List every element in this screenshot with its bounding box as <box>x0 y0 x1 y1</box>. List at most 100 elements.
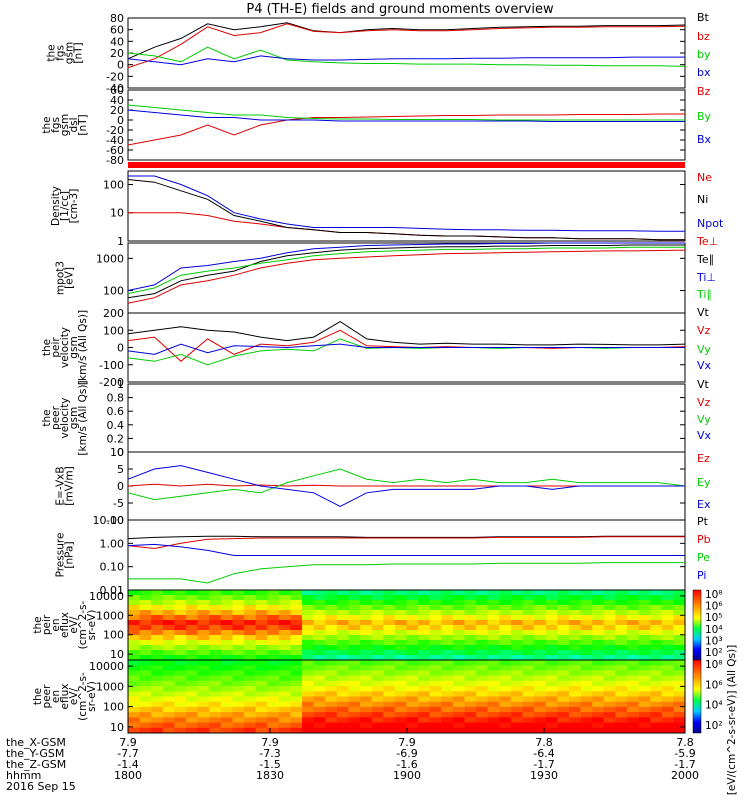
heatmap-cell <box>244 625 257 631</box>
x-tick-label: 7.8 <box>535 736 553 749</box>
y-tick-label: 0.8 <box>107 392 125 405</box>
heatmap-cell <box>336 670 349 677</box>
heatmap-cell <box>244 650 257 656</box>
heatmap-cell <box>580 701 593 708</box>
heatmap-cell <box>174 686 187 692</box>
heatmap-cell <box>661 645 674 651</box>
heatmap-cell <box>615 660 628 666</box>
heatmap-cell <box>487 691 500 697</box>
y-tick-label: 60 <box>110 84 124 97</box>
heatmap-cell <box>267 605 280 611</box>
heatmap-cell <box>673 717 686 724</box>
heatmap-cell <box>383 665 396 671</box>
heatmap-cell <box>383 645 396 651</box>
heatmap-cell <box>313 640 326 646</box>
heatmap-cell <box>220 680 233 687</box>
heatmap-cell <box>499 605 512 611</box>
heatmap-cell <box>360 630 373 636</box>
heatmap-cell <box>162 727 175 734</box>
heatmap-cell <box>394 665 407 671</box>
heatmap-cell <box>383 691 396 697</box>
heatmap-cell <box>139 675 152 682</box>
heatmap-cell <box>162 712 175 718</box>
heatmap-cell <box>267 717 280 724</box>
heatmap-cell <box>418 605 431 611</box>
heatmap-cell <box>580 680 593 687</box>
heatmap-cell <box>464 712 477 718</box>
heatmap-cell <box>534 620 547 626</box>
y-axis-label: Pressure[nPa] <box>55 533 76 578</box>
heatmap-cell <box>371 670 384 677</box>
heatmap-cell <box>545 635 558 641</box>
heatmap-cell <box>162 595 175 601</box>
heatmap-cell <box>464 670 477 677</box>
heatmap-cell <box>371 691 384 697</box>
series-line-Npot <box>128 175 685 232</box>
heatmap-cell <box>371 635 384 641</box>
heatmap-cell <box>638 640 651 646</box>
legend-Vt: Vt <box>697 306 710 319</box>
series-line-Bz <box>127 113 685 146</box>
heatmap-cell <box>197 706 210 713</box>
legend-Ti⊥: Ti⊥ <box>696 271 716 284</box>
heatmap-cell <box>452 696 466 703</box>
heatmap-cell <box>383 722 396 729</box>
heatmap-cell <box>336 722 349 729</box>
heatmap-cell <box>220 696 233 703</box>
heatmap-cell <box>452 590 466 596</box>
heatmap-cell <box>174 615 187 621</box>
y-tick-label: 10 <box>110 648 124 661</box>
heatmap-cell <box>360 670 373 677</box>
heatmap-cell <box>429 595 442 601</box>
heatmap-cell <box>244 615 257 621</box>
heatmap-cell <box>278 645 291 651</box>
heatmap-cell <box>418 630 431 636</box>
heatmap-cell <box>232 655 245 661</box>
heatmap-cell <box>197 712 210 718</box>
heatmap-cell <box>557 650 570 656</box>
heatmap-cell <box>673 712 686 718</box>
heatmap-cell <box>220 665 233 671</box>
heatmap-cell <box>360 706 373 713</box>
heatmap-cell <box>592 722 605 729</box>
heatmap-cell <box>348 615 361 621</box>
figure-title: P4 (TH-E) fields and ground moments over… <box>246 2 554 17</box>
legend-Ex: Ex <box>697 498 711 511</box>
heatmap-cell <box>534 630 547 636</box>
heatmap-cell <box>418 610 431 616</box>
heatmap-cell <box>151 691 164 697</box>
heatmap-cell <box>394 635 407 641</box>
y-tick-label: 10 <box>110 446 124 459</box>
heatmap-cell <box>499 630 512 636</box>
heatmap-cell <box>592 660 605 666</box>
heatmap-cell <box>510 691 524 697</box>
heatmap-cell <box>545 595 558 601</box>
heatmap-cell <box>162 706 175 713</box>
y-tick-label: 0.10 <box>100 561 125 574</box>
heatmap-cell <box>162 722 175 729</box>
heatmap-cell <box>429 630 442 636</box>
heatmap-cell <box>151 605 164 611</box>
heatmap-cell <box>441 600 454 606</box>
heatmap-cell <box>302 610 315 616</box>
heatmap-cell <box>603 640 616 646</box>
y-tick-label: 100 <box>103 629 124 642</box>
heatmap-cell <box>255 605 268 611</box>
legend-Vz: Vz <box>697 396 711 409</box>
heatmap-cell <box>464 635 477 641</box>
x-tick-label: -1.4 <box>117 758 138 771</box>
heatmap-cell <box>174 701 187 708</box>
heatmap-cell <box>290 600 303 606</box>
heatmap-cell <box>452 635 466 641</box>
y-tick-label: 0.01 <box>100 584 125 597</box>
heatmap-cell <box>371 686 384 692</box>
heatmap-cell <box>394 615 407 621</box>
heatmap-cell <box>592 706 605 713</box>
heatmap-cell <box>336 630 349 636</box>
heatmap-cell <box>418 680 431 687</box>
heatmap-cell <box>626 696 640 703</box>
heatmap-cell <box>220 691 233 697</box>
x-tick-label: -5.9 <box>674 747 695 760</box>
heatmap-cell <box>568 645 582 651</box>
